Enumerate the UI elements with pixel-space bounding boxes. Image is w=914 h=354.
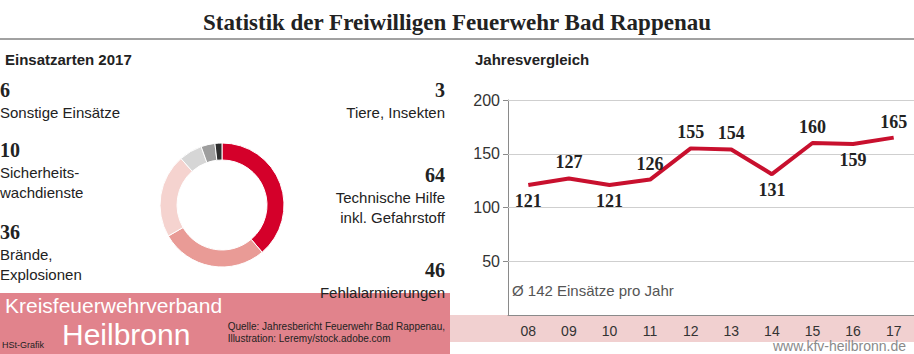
- svg-text:121: 121: [515, 191, 542, 211]
- svg-text:150: 150: [473, 145, 500, 162]
- svg-text:50: 50: [482, 253, 500, 270]
- svg-text:64: 64: [425, 164, 445, 186]
- svg-text:14: 14: [764, 323, 780, 339]
- svg-text:Explosionen: Explosionen: [0, 266, 82, 283]
- svg-text:08: 08: [521, 323, 537, 339]
- svg-text:200: 200: [473, 92, 500, 109]
- svg-text:Sicherheits-: Sicherheits-: [0, 164, 79, 181]
- svg-text:154: 154: [718, 123, 745, 143]
- svg-text:46: 46: [425, 259, 445, 281]
- svg-text:6: 6: [0, 79, 10, 101]
- svg-text:13: 13: [724, 323, 740, 339]
- svg-text:15: 15: [805, 323, 821, 339]
- svg-text:155: 155: [677, 122, 704, 142]
- svg-text:Einsatzarten 2017: Einsatzarten 2017: [5, 51, 132, 68]
- svg-text:Sonstige Einsätze: Sonstige Einsätze: [0, 104, 120, 121]
- svg-text:inkl. Gefahrstoff: inkl. Gefahrstoff: [340, 209, 446, 226]
- svg-text:HSt-Grafik: HSt-Grafik: [2, 340, 45, 350]
- svg-text:160: 160: [799, 117, 826, 137]
- svg-text:11: 11: [643, 323, 658, 339]
- svg-text:Tiere, Insekten: Tiere, Insekten: [346, 104, 445, 121]
- svg-text:165: 165: [880, 112, 907, 132]
- svg-text:10: 10: [0, 139, 20, 161]
- svg-text:17: 17: [886, 323, 902, 339]
- svg-text:Ø 142 Einsätze pro Jahr: Ø 142 Einsätze pro Jahr: [512, 282, 674, 299]
- svg-text:Illustration: Leremy/stock.ado: Illustration: Leremy/stock.adobe.com: [228, 333, 391, 344]
- svg-text:100: 100: [473, 199, 500, 216]
- svg-text:131: 131: [758, 180, 785, 200]
- svg-text:Kreisfeuerwehrverband: Kreisfeuerwehrverband: [5, 294, 222, 317]
- svg-text:16: 16: [845, 323, 861, 339]
- svg-text:Statistik der Freiwilligen Feu: Statistik der Freiwilligen Feuerwehr Bad…: [203, 10, 711, 35]
- svg-text:10: 10: [602, 323, 618, 339]
- svg-text:Quelle: Jahresbericht Feuerweh: Quelle: Jahresbericht Feuerwehr Bad Rapp…: [228, 321, 445, 332]
- svg-text:Heilbronn: Heilbronn: [62, 318, 190, 351]
- svg-text:36: 36: [0, 221, 20, 243]
- svg-text:wachdienste: wachdienste: [0, 184, 83, 201]
- svg-text:3: 3: [435, 79, 445, 101]
- svg-text:Fehlalarmierungen: Fehlalarmierungen: [320, 284, 445, 301]
- svg-text:159: 159: [840, 150, 867, 170]
- svg-text:Jahresvergleich: Jahresvergleich: [475, 51, 589, 68]
- svg-text:09: 09: [561, 323, 577, 339]
- svg-text:Technische Hilfe: Technische Hilfe: [336, 189, 445, 206]
- svg-text:Brände,: Brände,: [0, 246, 53, 263]
- svg-text:121: 121: [596, 191, 623, 211]
- svg-text:126: 126: [637, 154, 664, 174]
- svg-text:www.kfv-heilbronn.de: www.kfv-heilbronn.de: [772, 338, 906, 354]
- svg-text:12: 12: [683, 323, 699, 339]
- svg-text:127: 127: [555, 152, 582, 172]
